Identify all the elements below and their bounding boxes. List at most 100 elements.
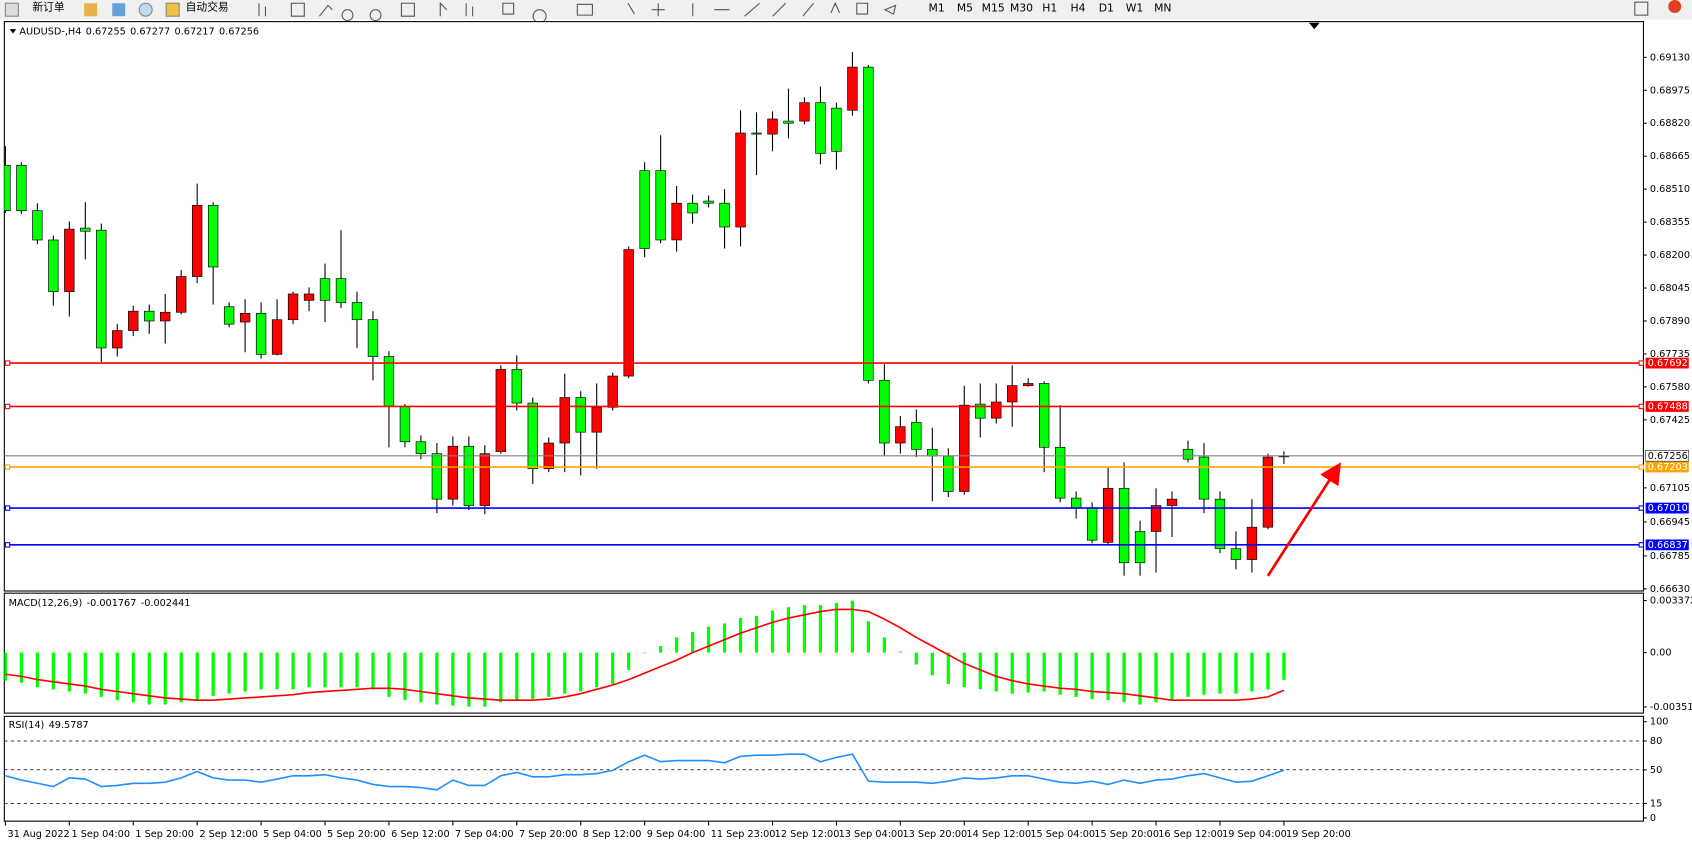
axes: 0.69130 0.68975 0.68820 0.68665 0.68510 0.683…: [4, 52, 1692, 840]
x-tick-label: 5 Sep 20:00: [327, 829, 386, 840]
y-tick-label: -0.003519: [1650, 702, 1692, 713]
candle-body: [607, 375, 618, 408]
timeframe-button[interactable]: M30: [1010, 2, 1033, 15]
macd-bar: [307, 652, 311, 688]
candle-body: [176, 276, 187, 313]
level-handle: [4, 403, 11, 410]
macd-bar: [994, 652, 998, 692]
macd-title: MACD(12,26,9): [9, 598, 83, 609]
candle-body: [1134, 531, 1146, 564]
candle-body: [735, 132, 746, 228]
level-handle: [1638, 505, 1644, 511]
timeframe-button[interactable]: D1: [1099, 2, 1114, 15]
candle-body: [655, 170, 666, 241]
notification-icon[interactable]: [1668, 0, 1682, 13]
candle-body: [271, 319, 283, 355]
timeframe-button[interactable]: MN: [1154, 2, 1171, 15]
candle-body: [1023, 383, 1034, 386]
timeframe-button[interactable]: H1: [1042, 2, 1057, 15]
candle-body: [1246, 526, 1258, 560]
level-label-box: [1645, 539, 1689, 551]
macd-bar: [1058, 652, 1062, 695]
candle-body: [559, 397, 570, 444]
x-tick-label: 19 Sep 20:00: [1286, 829, 1351, 840]
candle-body: [399, 405, 411, 443]
timeframe-button[interactable]: H4: [1071, 2, 1086, 15]
y-tick-label: 15: [1650, 798, 1662, 809]
macd-bar: [387, 652, 391, 697]
x-tick-label: 2 Sep 12:00: [199, 829, 258, 840]
candle-body: [96, 229, 107, 349]
toolbar-tools[interactable]: [258, 1, 897, 24]
candle-body: [303, 293, 315, 301]
auto-trading-icon[interactable]: [165, 2, 180, 17]
new-order-icon[interactable]: [4, 2, 19, 17]
timeframe-button[interactable]: M5: [957, 2, 973, 15]
candle-body: [687, 202, 698, 214]
macd-bar: [563, 652, 567, 694]
candle-body: [527, 402, 538, 470]
y-tick-label: 0.68200: [1650, 250, 1690, 261]
x-tick-label: 7 Sep 04:00: [455, 829, 514, 840]
macd-bar: [770, 610, 775, 653]
macd-value: -0.001767: [87, 598, 137, 609]
timeframe-button[interactable]: W1: [1126, 2, 1144, 15]
y-tick-label: 0.67425: [1650, 415, 1690, 426]
macd-header: MACD(12,26,9) -0.001767 -0.002441: [9, 598, 191, 609]
search-icon[interactable]: [1634, 1, 1649, 16]
x-tick-label: 19 Sep 04:00: [1222, 829, 1287, 840]
candle-body: [1038, 383, 1050, 448]
timeframe-button[interactable]: M15: [982, 2, 1005, 15]
y-tick-label: 0.67105: [1650, 483, 1690, 494]
macd-bar: [1042, 652, 1046, 692]
macd-bar: [515, 652, 519, 701]
macd-bar: [435, 652, 439, 705]
macd-bar: [818, 605, 823, 653]
macd-bar: [291, 652, 295, 690]
icon[interactable]: [84, 3, 98, 17]
candle-body: [80, 227, 91, 232]
candle-body: [64, 228, 75, 292]
macd-bar: [866, 621, 870, 653]
macd-bar: [275, 652, 279, 690]
y-tick-label: 0.003372: [1650, 596, 1692, 607]
new-order-button[interactable]: 新订单: [32, 1, 65, 14]
level-label-box: [1645, 357, 1689, 369]
candle-body: [1166, 498, 1178, 506]
main-header: AUDUSD-,H4 0.67255 0.67277 0.67217 0.67256: [19, 26, 259, 37]
candle-body: [943, 455, 954, 492]
level-label: 0.67010: [1648, 503, 1688, 514]
level-handle: [1638, 360, 1644, 366]
timeframe-button[interactable]: M1: [929, 2, 945, 15]
icon[interactable]: [138, 2, 153, 17]
candle-body: [1262, 456, 1274, 528]
candle-body: [751, 132, 762, 135]
macd-bar: [1026, 652, 1030, 693]
icon[interactable]: [112, 3, 126, 17]
y-tick-label: 0.66785: [1650, 551, 1690, 562]
macd-bar: [83, 652, 87, 694]
candle-body: [511, 369, 522, 404]
signal-line: [5, 608, 1285, 701]
x-tick-label: 6 Sep 12:00: [391, 829, 450, 840]
candle-body: [671, 202, 682, 241]
level-handle: [4, 464, 11, 470]
candle-body: [703, 200, 714, 204]
macd-bar: [978, 652, 982, 690]
macd-bar: [19, 652, 23, 683]
macd-bar: [1122, 652, 1126, 703]
y-tick-label: 0: [1650, 813, 1656, 824]
candle-body: [783, 120, 794, 124]
x-tick-label: 16 Sep 12:00: [1158, 829, 1223, 840]
macd-bar: [611, 652, 615, 684]
macd-bar: [227, 652, 231, 694]
auto-trading-button[interactable]: 自动交易: [186, 1, 229, 14]
macd-bar: [1186, 652, 1190, 697]
candle-body: [383, 356, 395, 407]
macd-bar: [1010, 652, 1014, 694]
candle-body: [207, 204, 219, 268]
macd-bar: [467, 652, 471, 707]
level-label-box: [1645, 461, 1689, 473]
timeframe-bar: M1 M5 M15 M30 H1 H4 D1 W1 MN: [929, 2, 1172, 15]
